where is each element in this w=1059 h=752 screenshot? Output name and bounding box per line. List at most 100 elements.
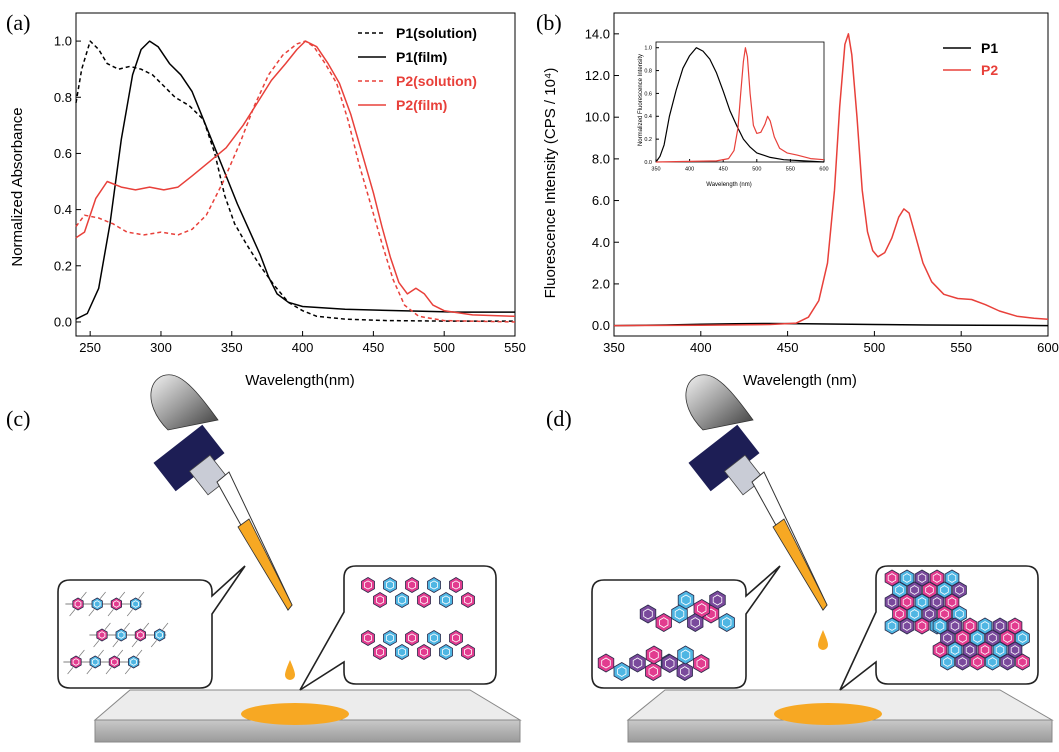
a-xtick-label: 550 (504, 340, 526, 355)
b-ytick-label: 14.0 (585, 26, 610, 41)
cluster-ring (956, 654, 970, 670)
cluster-ring (986, 654, 1000, 670)
zig-ring (640, 605, 656, 623)
inset-ytick-label: 0.0 (644, 160, 652, 166)
panel-a-letter: (a) (6, 10, 30, 35)
b-xtick-label: 500 (864, 340, 886, 355)
b-ytick-label: 4.0 (592, 235, 610, 250)
stacked-ring (396, 593, 409, 608)
ring-hexagon (71, 656, 81, 668)
zig-ring (614, 663, 630, 681)
film-bubble-d (840, 566, 1038, 690)
cluster-ring (971, 654, 985, 670)
b-xtick-label: 600 (1037, 340, 1059, 355)
ring-hexagon (135, 629, 145, 641)
ring-hexagon (116, 629, 126, 641)
b-xtick-label: 350 (603, 340, 625, 355)
zig-ring (694, 655, 710, 673)
cluster-ring (915, 618, 929, 634)
inset-xtick-label: 400 (685, 167, 694, 173)
ring-hexagon (73, 598, 83, 610)
inset-ytick-label: 1.0 (644, 46, 652, 52)
inset-xtick-label: 550 (786, 167, 795, 173)
stacked-ring (384, 631, 397, 646)
b-ytick-label: 6.0 (592, 193, 610, 208)
dropper-icon-d (686, 375, 827, 610)
inset-xtick-label: 500 (752, 167, 761, 173)
stacked-ring (418, 593, 431, 608)
b-ytick-label: 0.0 (592, 318, 610, 333)
zig-ring (598, 654, 614, 672)
stacked-ring (450, 631, 463, 646)
stacked-ring (384, 578, 397, 593)
inset-xtick-label: 450 (719, 167, 728, 173)
stacked-ring (418, 645, 431, 660)
legend-label: P1(solution) (396, 25, 477, 41)
ring-hexagon (154, 629, 164, 641)
legend-label: P2(solution) (396, 73, 477, 89)
panel-b-xlabel: Wavelength (nm) (743, 372, 857, 389)
a-xtick-label: 450 (363, 340, 385, 355)
dropper-icon (151, 375, 292, 610)
a-xtick-label: 500 (433, 340, 455, 355)
panel-a: (a) 250 300 350 400 450 500 550 0.0 0.2 0.4 0.6 0.8… (6, 10, 526, 389)
a-xtick-label: 300 (150, 340, 172, 355)
stacked-ring (440, 645, 453, 660)
b-ytick-label: 8.0 (592, 151, 610, 166)
stacked-ring (428, 631, 441, 646)
a-ytick-label: 1.0 (54, 34, 72, 49)
panel-a-ylabel: Normalized Absorbance (9, 107, 26, 266)
cluster-ring (900, 618, 914, 634)
a-xtick-label: 250 (79, 340, 101, 355)
film-puddle-d (774, 703, 882, 725)
stacked-ring (440, 593, 453, 608)
stacked-ring (362, 578, 375, 593)
film-bubble (300, 566, 496, 690)
legend-label: P1(film) (396, 49, 447, 65)
b-xtick-label: 400 (690, 340, 712, 355)
a-ytick-label: 0.8 (54, 90, 72, 105)
inset-xtick-label: 600 (819, 167, 828, 173)
falling-drop (285, 660, 295, 680)
ring-hexagon (109, 656, 119, 668)
panel-c: (c) (6, 375, 520, 742)
inset-xtick-label: 350 (651, 167, 660, 173)
ring-hexagon (97, 629, 107, 641)
film-puddle (241, 703, 349, 725)
stacked-ring (462, 645, 475, 660)
panel-a-plot: 250 300 350 400 450 500 550 0.0 0.2 0.4 0.6 0.8 1.0 (54, 13, 526, 355)
a-ytick-label: 0.2 (54, 258, 72, 273)
inset-ytick-label: 0.6 (644, 91, 652, 97)
stacked-ring (406, 631, 419, 646)
b-ytick-label: 10.0 (585, 110, 610, 125)
ring-hexagon (130, 598, 140, 610)
cluster-ring (1001, 654, 1015, 670)
a-ytick-label: 0.0 (54, 315, 72, 330)
stacked-ring (406, 578, 419, 593)
zig-ring (646, 663, 662, 681)
ring-hexagon (111, 598, 121, 610)
ring-hexagon (128, 656, 138, 668)
stacked-ring (396, 645, 409, 660)
zig-ring (710, 591, 726, 609)
panel-a-legend: P1(solution)P1(film)P2(solution)P2(film) (358, 25, 477, 113)
b-ytick-label: 2.0 (592, 276, 610, 291)
a-xtick-label: 400 (292, 340, 314, 355)
zig-ring (630, 654, 646, 672)
falling-drop-d (818, 630, 828, 650)
panel-b: (b) 350 400 450 500 550 600 0.0 2.0 4.0 6.0 8.0 10.… (536, 10, 1059, 389)
a-xtick-label: 350 (221, 340, 243, 355)
b-ytick-label: 12.0 (585, 68, 610, 83)
a-ytick-label: 0.4 (54, 202, 72, 217)
b-xtick-label: 450 (777, 340, 799, 355)
zig-ring (678, 646, 694, 664)
panel-d: (d) (546, 375, 1052, 742)
zig-ring (646, 646, 662, 664)
zig-ring (678, 591, 694, 609)
a-frame (76, 13, 515, 336)
zig-ring (694, 600, 710, 618)
stacked-ring (450, 578, 463, 593)
inset-ytick-label: 0.8 (644, 68, 652, 74)
panel-a-xlabel: Wavelength(nm) (245, 372, 354, 389)
